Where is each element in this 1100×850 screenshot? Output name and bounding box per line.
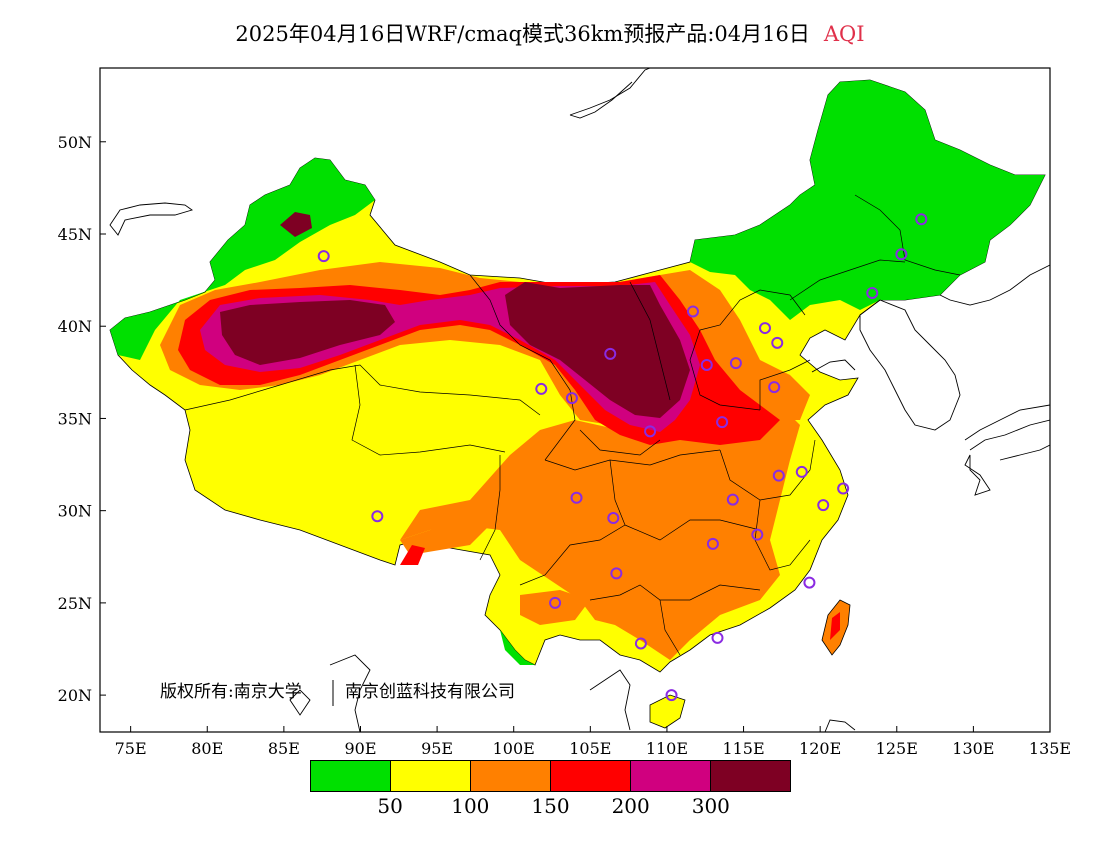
station-marker: [549, 596, 562, 609]
title-product: AQI: [823, 22, 865, 46]
legend-swatch: [311, 761, 390, 791]
aqi-zone-red-tibet: [400, 545, 425, 565]
map-title: 2025年04月16日WRF/cmaq模式36km预报产品:04月16日 AQI: [0, 18, 1100, 48]
station-marker: [565, 392, 578, 405]
station-marker: [604, 347, 617, 360]
lon-label: 135E: [1029, 739, 1071, 758]
station-marker: [607, 512, 620, 525]
legend-label: 150: [531, 794, 570, 818]
lon-label: 125E: [876, 739, 918, 758]
aqi-zone-good-southwest: [500, 630, 535, 665]
station-marker: [686, 305, 699, 318]
province-borders: [184, 194, 961, 656]
aqi-legend: [310, 760, 791, 792]
lat-label: 45N: [58, 225, 92, 244]
title-main: 2025年04月16日WRF/cmaq模式36km预报产品:04月16日: [235, 22, 810, 46]
lat-label: 20N: [58, 686, 92, 705]
station-marker: [644, 425, 657, 438]
lat-label: 25N: [58, 594, 92, 613]
legend-label: 100: [451, 794, 490, 818]
station-marker: [610, 567, 623, 580]
legend-swatch: [550, 761, 630, 791]
legend-swatch: [710, 761, 790, 791]
lon-label: 130E: [952, 739, 994, 758]
copyright-owner1: 版权所有:南京大学: [160, 682, 302, 702]
lon-label: 95E: [421, 739, 453, 758]
station-marker: [837, 482, 850, 495]
station-marker: [895, 248, 908, 261]
legend-swatch: [470, 761, 550, 791]
station-marker: [751, 528, 764, 541]
neighbour-coastlines: [109, 68, 1050, 732]
lat-label: 35N: [58, 409, 92, 428]
aqi-zone-taiwan-core: [830, 612, 840, 640]
station-marker: [535, 382, 548, 395]
station-marker: [700, 358, 713, 371]
lon-label: 115E: [722, 739, 764, 758]
legend-swatch: [390, 761, 470, 791]
legend-label: 200: [611, 794, 650, 818]
lon-label: 110E: [646, 739, 688, 758]
station-marker: [570, 491, 583, 504]
lon-label: 80E: [191, 739, 223, 758]
station-marker: [915, 213, 928, 226]
lon-label: 75E: [115, 739, 147, 758]
station-marker: [795, 465, 808, 478]
lat-label: 30N: [58, 502, 92, 521]
aqi-zone-good-west: [110, 158, 375, 360]
station-marker: [665, 689, 678, 702]
lon-label: 90E: [344, 739, 376, 758]
station-marker: [634, 637, 647, 650]
lon-label: 120E: [799, 739, 841, 758]
copyright-owner2: 南京创蓝科技有限公司: [345, 682, 515, 702]
latitude-axis: 50N 45N 40N 35N 30N 25N 20N: [58, 133, 106, 705]
station-marker: [711, 631, 724, 644]
station-marker: [726, 493, 739, 506]
station-marker: [716, 416, 729, 429]
station-marker: [768, 381, 781, 394]
legend-label: 50: [377, 794, 403, 818]
station-markers: [317, 213, 928, 702]
station-marker: [759, 322, 771, 335]
legend-label: 300: [691, 794, 730, 818]
station-marker: [729, 357, 742, 370]
aqi-zone-orange-tibet-east: [400, 515, 490, 555]
station-marker: [706, 537, 719, 550]
station-marker: [866, 287, 879, 300]
station-marker: [317, 250, 330, 263]
lon-label: 85E: [268, 739, 300, 758]
aqi-zone-hazardous-loess: [505, 282, 690, 418]
lat-label: 40N: [58, 317, 92, 336]
aqi-zone-hainan: [649, 694, 686, 729]
station-marker: [817, 499, 830, 512]
aqi-zone-good-northeast: [690, 80, 1045, 320]
station-marker: [771, 336, 784, 349]
lon-label: 105E: [569, 739, 611, 758]
station-marker: [371, 510, 384, 523]
lat-label: 50N: [58, 133, 92, 152]
map-frame: [99, 67, 1051, 733]
station-marker: [772, 469, 785, 482]
aqi-zone-hazardous-dzungaria: [280, 212, 312, 237]
station-marker: [803, 576, 816, 589]
map-content: [109, 68, 1050, 732]
legend-swatch: [630, 761, 710, 791]
aqi-zone-hazardous-north: [220, 300, 395, 365]
longitude-axis: 75E 80E 85E 90E 95E 100E 105E 110E 115E 120E 125E 1…: [115, 726, 1071, 758]
lon-label: 100E: [493, 739, 535, 758]
